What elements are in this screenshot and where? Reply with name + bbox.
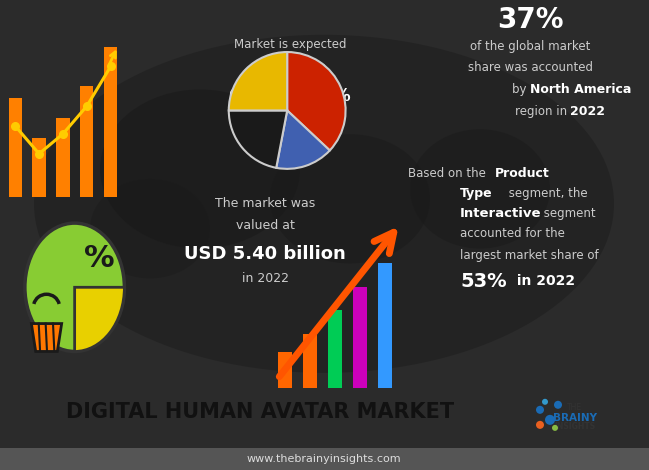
Text: USD 5.40 billion: USD 5.40 billion [184,244,346,263]
Text: Based on the: Based on the [408,167,490,180]
Text: in 2022: in 2022 [512,274,575,289]
Text: DIGITAL HUMAN AVATAR MARKET: DIGITAL HUMAN AVATAR MARKET [66,402,454,422]
Text: in 2022: in 2022 [241,272,289,285]
Text: segment, the: segment, the [505,188,587,200]
Text: Type: Type [460,188,493,200]
Ellipse shape [90,179,210,278]
Bar [8,98,22,197]
Text: Market is expected: Market is expected [234,38,347,51]
Wedge shape [228,52,288,110]
Ellipse shape [410,129,550,249]
Text: largest market share of: largest market share of [460,249,598,262]
Circle shape [536,421,544,429]
Text: 53%: 53% [460,272,507,291]
Bar [32,138,45,197]
Bar [328,310,342,388]
Ellipse shape [100,89,300,249]
Text: by: by [512,83,530,96]
Polygon shape [31,323,62,352]
Text: to register a: to register a [254,61,326,74]
Ellipse shape [270,134,430,264]
Text: segment: segment [540,207,596,220]
Text: region in: region in [515,105,571,118]
Circle shape [542,399,548,405]
Ellipse shape [34,35,614,373]
Wedge shape [287,52,345,150]
Text: %: % [84,244,115,273]
Text: Product: Product [495,167,550,180]
Text: CAGR of 40%: CAGR of 40% [229,87,351,105]
Text: Interactive: Interactive [460,207,541,220]
FancyBboxPatch shape [0,448,649,470]
Text: www.thebrainyinsights.com: www.thebrainyinsights.com [247,454,401,464]
Text: BRAINY: BRAINY [553,413,597,423]
Bar [353,287,367,388]
Bar [378,263,392,388]
Text: INSIGHTS: INSIGHTS [554,423,596,431]
Text: of the global market: of the global market [470,40,590,53]
Bar [303,334,317,388]
Text: valued at: valued at [236,219,295,232]
Text: accounted for the: accounted for the [460,227,565,240]
Circle shape [25,223,125,352]
Wedge shape [276,110,330,169]
Bar [278,352,292,388]
Circle shape [552,425,558,431]
Text: 37%: 37% [496,6,563,34]
Wedge shape [228,110,287,168]
Wedge shape [75,287,125,352]
Bar [80,86,93,197]
Circle shape [536,406,544,414]
Text: THE: THE [567,403,583,412]
Circle shape [545,415,555,425]
Text: share was accounted: share was accounted [467,61,593,74]
Bar [56,118,69,197]
Text: The market was: The market was [215,197,315,210]
Text: North America: North America [530,83,631,96]
Text: 2022: 2022 [570,105,605,118]
Bar [104,47,117,197]
Circle shape [554,401,562,409]
